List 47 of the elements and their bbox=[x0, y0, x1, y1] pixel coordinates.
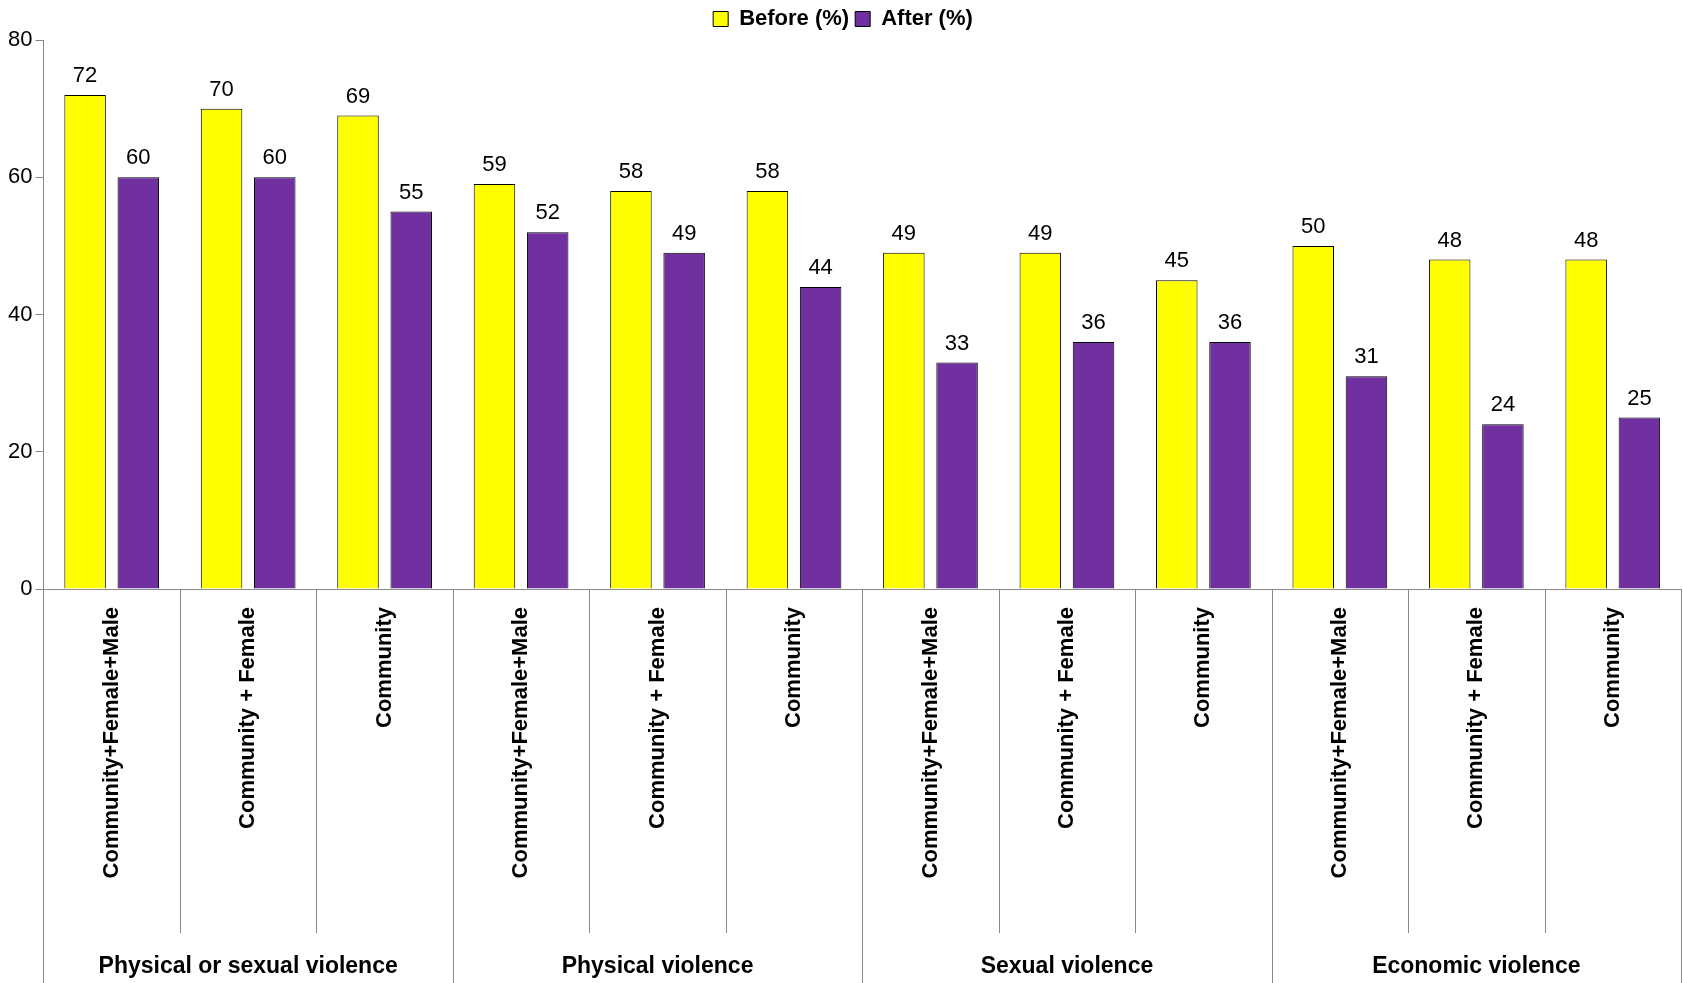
x-tick-label: Community + Female bbox=[1052, 607, 1078, 829]
data-label: 60 bbox=[262, 144, 288, 170]
x-tick-label: Community+Female+Male bbox=[916, 607, 942, 879]
data-label: 48 bbox=[1573, 226, 1599, 252]
data-label: 49 bbox=[671, 219, 697, 245]
x-tick-label: Community bbox=[780, 606, 806, 728]
data-label: 44 bbox=[808, 254, 833, 280]
data-label: 31 bbox=[1354, 343, 1379, 369]
data-label: 49 bbox=[1028, 219, 1053, 245]
y-tick-label: 80 bbox=[7, 26, 33, 52]
x-tick-label: Community + Female bbox=[1462, 607, 1488, 829]
y-tick-label: 20 bbox=[7, 437, 33, 463]
x-tick-label: Community+Female+Male bbox=[1325, 607, 1351, 879]
data-label: 60 bbox=[126, 144, 151, 170]
data-label: 52 bbox=[535, 199, 560, 225]
text: Physical violence bbox=[561, 952, 754, 979]
x-tick-label: Community+Female+Male bbox=[97, 607, 123, 879]
x-tick-label: Community + Female bbox=[643, 607, 669, 829]
data-label: 25 bbox=[1627, 384, 1652, 410]
data-label: 50 bbox=[1301, 212, 1326, 238]
data-label: 45 bbox=[1164, 247, 1190, 273]
data-label: 72 bbox=[72, 61, 98, 87]
legend-label: After (%) bbox=[881, 5, 973, 31]
data-label: 33 bbox=[944, 329, 970, 355]
x-tick-label: Community + Female bbox=[234, 607, 260, 829]
data-label: 48 bbox=[1437, 226, 1462, 252]
data-label: 55 bbox=[398, 178, 424, 204]
y-tick-label: 40 bbox=[7, 300, 33, 326]
x-tick-label: Community+Female+Male bbox=[507, 607, 533, 879]
data-label: 36 bbox=[1081, 309, 1106, 335]
data-label: 36 bbox=[1217, 309, 1243, 335]
data-label: 70 bbox=[209, 75, 234, 101]
x-tick-label: Community bbox=[1598, 606, 1624, 728]
data-label: 24 bbox=[1490, 391, 1516, 417]
text: Physical or sexual violence bbox=[98, 952, 398, 979]
x-tick-label: Community bbox=[370, 606, 396, 728]
y-tick-label: 60 bbox=[7, 163, 33, 189]
text: Economic violence bbox=[1372, 952, 1581, 979]
y-tick-label: 0 bbox=[20, 575, 33, 601]
data-label: 59 bbox=[482, 151, 507, 177]
data-label: 69 bbox=[345, 82, 371, 108]
data-label: 58 bbox=[618, 158, 644, 184]
x-tick-label: Community bbox=[1189, 606, 1215, 728]
data-label: 58 bbox=[755, 158, 780, 184]
text: Sexual violence bbox=[980, 952, 1154, 979]
data-label: 49 bbox=[891, 219, 917, 245]
legend-label: Before (%) bbox=[739, 5, 850, 31]
